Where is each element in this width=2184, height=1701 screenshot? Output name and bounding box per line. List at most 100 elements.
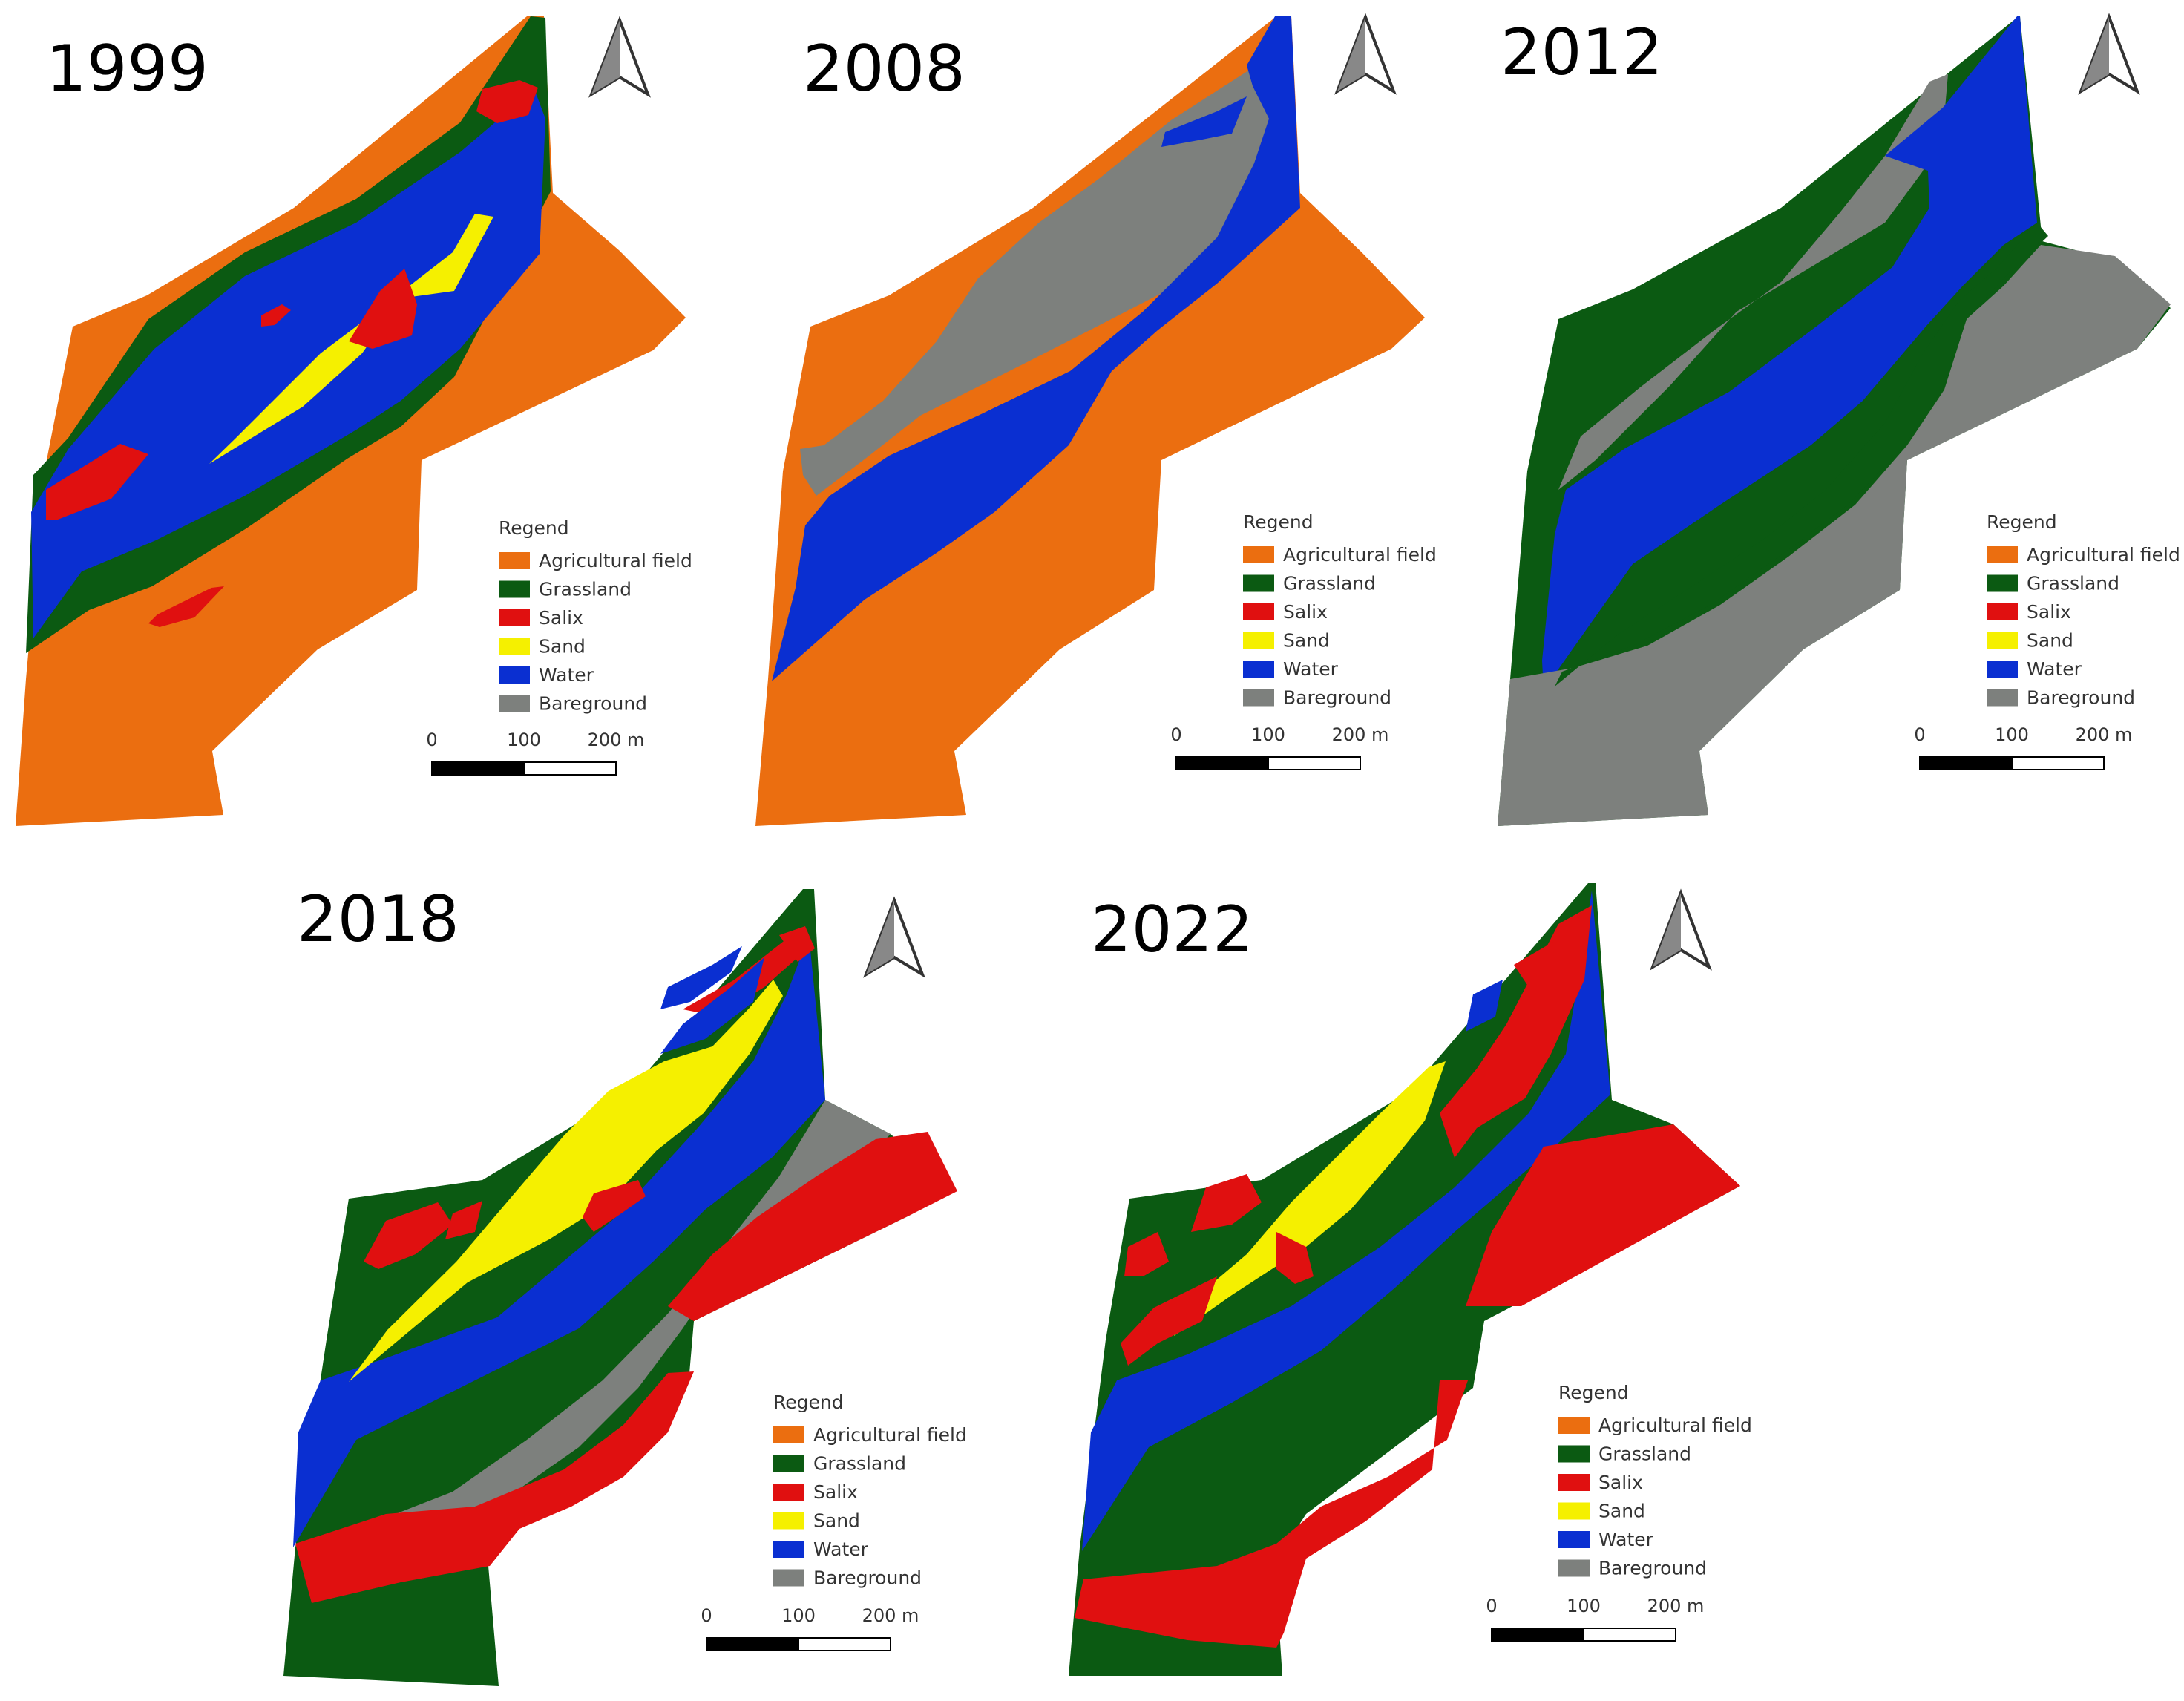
region-grassland	[1555, 223, 2048, 686]
legend-label-grassland: Grassland	[1598, 1443, 1691, 1465]
region-salix	[1191, 1174, 1262, 1232]
legend-swatch-bareground	[1558, 1559, 1590, 1577]
legend-swatch-sand	[499, 638, 530, 655]
region-salix	[1124, 1232, 1169, 1276]
north-arrow-shade	[866, 900, 894, 974]
legend-label-agricultural: Agricultural field	[539, 550, 692, 571]
legend-swatch-salix	[1558, 1474, 1590, 1491]
region-bareground	[356, 1100, 891, 1547]
legend-label-agricultural: Agricultural field	[1598, 1415, 1752, 1436]
legend-swatch-salix	[1987, 603, 2018, 620]
legend-label-salix: Salix	[813, 1481, 858, 1503]
region-salix	[46, 444, 148, 520]
legend-swatch-grassland	[773, 1455, 804, 1472]
scale-bar: 0 100 200 m	[1170, 724, 1388, 770]
scale-tick-label: 0	[1914, 724, 1925, 745]
region-water	[660, 946, 742, 1009]
scale-segment-white	[1583, 1628, 1676, 1642]
legend: Regend Agricultural field Grassland Salix Sa…	[773, 1392, 967, 1589]
legend-label-salix: Salix	[539, 607, 583, 629]
region-bareground	[800, 58, 1281, 496]
scale-tick-label: 100	[1995, 724, 2029, 745]
legend-swatch-water	[499, 666, 530, 684]
map-2008	[755, 16, 1425, 826]
legend-label-bareground: Bareground	[813, 1567, 922, 1589]
north-arrow	[588, 16, 651, 98]
legend-title: Regend	[499, 517, 569, 539]
region-salix	[364, 1202, 453, 1269]
legend-title: Regend	[1987, 511, 2057, 533]
region-water	[660, 957, 764, 1054]
legend-label-water: Water	[1283, 658, 1339, 680]
year-label: 2012	[1501, 16, 1663, 90]
legend-swatch-salix	[1243, 603, 1274, 620]
scale-tick-label: 200 m	[588, 730, 645, 750]
scale-tick-label: 0	[1170, 724, 1181, 745]
legend-label-sand: Sand	[1283, 630, 1330, 652]
north-arrow	[1334, 13, 1397, 95]
legend-label-bareground: Bareground	[1598, 1558, 1707, 1579]
scale-tick-label: 0	[701, 1605, 712, 1626]
north-arrow-shade	[1337, 17, 1365, 91]
scale-bar: 0 100 200 m	[701, 1605, 919, 1651]
legend-swatch-water	[1243, 661, 1274, 678]
region-salix	[148, 586, 224, 627]
region-water	[1466, 980, 1503, 1032]
region-bareground	[1558, 74, 1948, 490]
map-2022	[1069, 883, 1740, 1676]
legend-swatch-salix	[773, 1484, 804, 1501]
legend-label-grassland: Grassland	[813, 1453, 906, 1475]
legend-swatch-sand	[773, 1512, 804, 1530]
scale-tick-label: 0	[1486, 1596, 1497, 1616]
map-2012	[1498, 16, 2171, 826]
scale-tick-label: 100	[781, 1605, 816, 1626]
region-water	[1161, 96, 1247, 147]
legend-label-agricultural: Agricultural field	[1283, 544, 1437, 566]
legend-label-agricultural: Agricultural field	[813, 1424, 967, 1446]
legend-swatch-grassland	[1558, 1445, 1590, 1463]
legend-swatch-agricultural	[499, 552, 530, 569]
legend: Regend Agricultural field Grassland Salix Sa…	[499, 517, 692, 715]
region-salix	[445, 1201, 482, 1239]
scale-segment-white	[2011, 756, 2105, 770]
scale-bar: 0 100 200 m	[1914, 724, 2132, 770]
region-salix	[668, 1132, 957, 1321]
north-arrow-shade	[591, 20, 620, 94]
scale-segment-black	[1175, 756, 1269, 770]
region-salix	[349, 269, 417, 349]
legend: Regend Agricultural field Grassland Salix Sa…	[1558, 1382, 1752, 1579]
legend-label-sand: Sand	[539, 636, 586, 658]
legend-label-sand: Sand	[813, 1510, 860, 1532]
scale-segment-black	[431, 761, 525, 776]
legend-title: Regend	[1243, 511, 1314, 533]
legend-title: Regend	[1558, 1382, 1629, 1403]
legend-swatch-water	[1558, 1531, 1590, 1548]
legend-swatch-sand	[1987, 632, 2018, 649]
legend-swatch-bareground	[1243, 689, 1274, 707]
north-arrow	[863, 896, 925, 978]
legend-label-salix: Salix	[1598, 1472, 1643, 1493]
region-salix	[683, 934, 801, 1015]
legend-swatch-sand	[1558, 1502, 1590, 1520]
year-label: 2022	[1091, 893, 1253, 967]
region-salix	[476, 80, 538, 123]
panel-1999: 1999 Regend Agricultural field Grassland Sa…	[16, 16, 692, 826]
panel-2012: 2012 Regend Agricultural field Grassland Sa…	[1498, 13, 2180, 826]
north-arrow-shade	[2081, 17, 2109, 91]
legend-label-bareground: Bareground	[1283, 687, 1391, 709]
legend-swatch-agricultural	[773, 1426, 804, 1443]
panel-2022: 2022 Regend Agricultural field Grassland Sa…	[1069, 883, 1752, 1676]
legend-swatch-agricultural	[1558, 1417, 1590, 1434]
north-arrow	[1650, 888, 1712, 971]
legend-label-sand: Sand	[2027, 630, 2073, 652]
legend-label-bareground: Bareground	[2027, 687, 2135, 709]
legend-swatch-bareground	[1987, 689, 2018, 707]
year-label: 2008	[803, 32, 965, 106]
panel-2018: 2018 Regend Agricultural field Grassland Sa…	[283, 882, 967, 1686]
legend-label-salix: Salix	[1283, 601, 1328, 623]
map-1999	[16, 16, 686, 826]
legend-label-water: Water	[813, 1538, 869, 1560]
region-salix	[1075, 1380, 1468, 1648]
region-salix	[583, 1180, 646, 1232]
